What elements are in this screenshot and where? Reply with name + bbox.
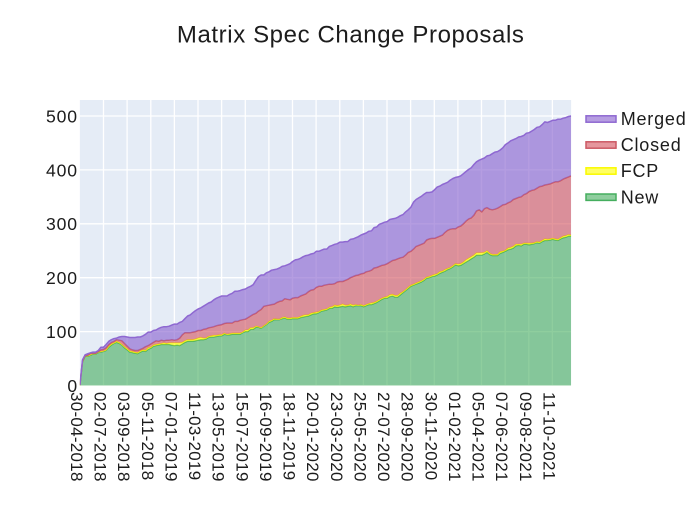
svg-text:07-01-2019: 07-01-2019 <box>161 392 180 482</box>
svg-text:01-02-2021: 01-02-2021 <box>445 392 464 482</box>
svg-text:05-11-2018: 05-11-2018 <box>138 392 157 481</box>
svg-text:Closed: Closed <box>621 135 682 155</box>
svg-text:23-03-2020: 23-03-2020 <box>327 392 346 482</box>
svg-text:0: 0 <box>67 376 78 396</box>
svg-text:13-05-2019: 13-05-2019 <box>209 392 228 482</box>
svg-text:Merged: Merged <box>621 109 687 129</box>
svg-text:500: 500 <box>46 106 78 126</box>
svg-text:100: 100 <box>46 322 78 342</box>
svg-text:11-03-2019: 11-03-2019 <box>185 392 204 481</box>
svg-text:30-04-2018: 30-04-2018 <box>67 392 86 482</box>
svg-text:FCP: FCP <box>621 161 659 181</box>
svg-text:16-09-2019: 16-09-2019 <box>256 392 275 482</box>
svg-text:02-07-2018: 02-07-2018 <box>91 392 110 482</box>
svg-text:11-10-2021: 11-10-2021 <box>539 392 558 481</box>
svg-text:03-09-2018: 03-09-2018 <box>114 392 133 482</box>
svg-text:400: 400 <box>46 160 78 180</box>
svg-text:18-11-2019: 18-11-2019 <box>280 392 299 481</box>
svg-text:300: 300 <box>46 214 78 234</box>
svg-text:05-04-2021: 05-04-2021 <box>469 392 488 482</box>
svg-text:Matrix Spec Change Proposals: Matrix Spec Change Proposals <box>177 22 525 49</box>
svg-text:New: New <box>621 187 660 207</box>
svg-text:30-11-2020: 30-11-2020 <box>421 392 440 481</box>
svg-text:20-01-2020: 20-01-2020 <box>303 392 322 482</box>
svg-text:07-06-2021: 07-06-2021 <box>492 392 511 482</box>
svg-text:200: 200 <box>46 268 78 288</box>
svg-text:28-09-2020: 28-09-2020 <box>398 392 417 482</box>
svg-text:27-07-2020: 27-07-2020 <box>374 392 393 482</box>
svg-text:15-07-2019: 15-07-2019 <box>232 392 251 482</box>
svg-text:25-05-2020: 25-05-2020 <box>350 392 369 482</box>
svg-text:09-08-2021: 09-08-2021 <box>516 392 535 482</box>
